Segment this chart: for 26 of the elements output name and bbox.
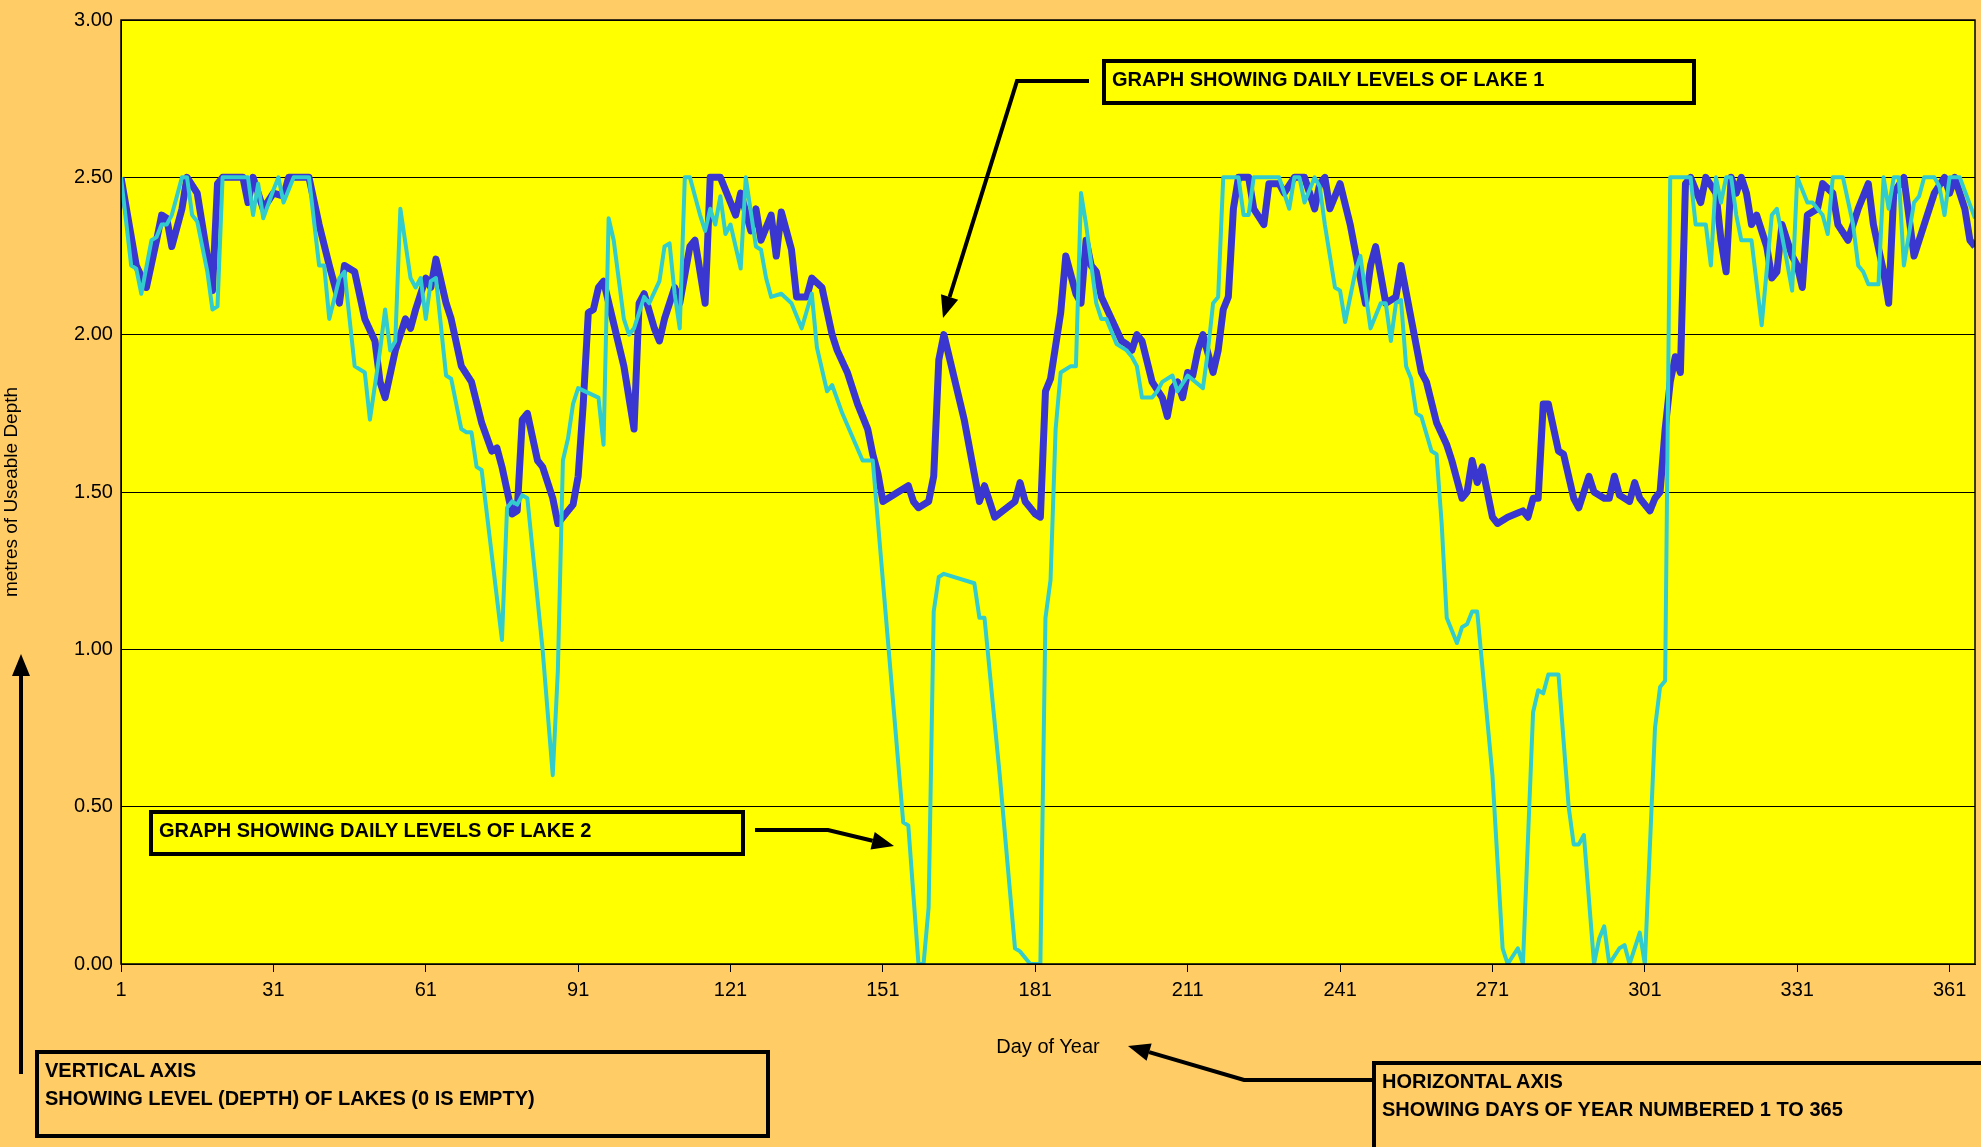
- x-tick-label: 61: [414, 977, 437, 1000]
- y-tick-label: 2.50: [74, 164, 113, 187]
- x-tick-label: 151: [866, 977, 900, 1000]
- x-tick-label: 241: [1323, 977, 1357, 1000]
- y-tick-label: 1.50: [74, 479, 113, 502]
- x-tick-label: 331: [1780, 977, 1814, 1000]
- x-axis-title: Day of Year: [996, 1034, 1101, 1057]
- x-tick-label: 301: [1628, 977, 1662, 1000]
- x-tick-label: 121: [713, 977, 748, 1000]
- x-tick-label: 91: [567, 977, 590, 1000]
- text: HORIZONTAL AXIS SHOWING DAYS OF YEAR NUMBERED 1 TO 365: [1372, 1061, 1981, 1147]
- x-tick-label: 361: [1932, 977, 1967, 1000]
- y-tick-label: 2.00: [74, 322, 113, 345]
- x-tick-label: 1: [115, 977, 127, 1000]
- annotation: GRAPH SHOWING DAILY LEVELS OF LAKE 1: [1102, 59, 1696, 105]
- y-tick-label: 3.00: [74, 7, 113, 30]
- x-tick-label: 31: [262, 977, 285, 1000]
- x-tick-label: 211: [1171, 977, 1204, 1000]
- y-tick-label: 1.00: [74, 636, 113, 659]
- annotation: GRAPH SHOWING DAILY LEVELS OF LAKE 2: [149, 810, 745, 856]
- x-tick-label: 181: [1018, 977, 1052, 1000]
- text: VERTICAL AXIS SHOWING LEVEL (DEPTH) OF LAKES (0 IS EMPTY): [35, 1050, 770, 1138]
- x-tick-label: 271: [1475, 977, 1510, 1000]
- y-axis-title: metres of Useable Depth: [0, 386, 21, 598]
- y-tick-label: 0.50: [74, 794, 113, 817]
- y-tick-label: 0.00: [74, 951, 113, 974]
